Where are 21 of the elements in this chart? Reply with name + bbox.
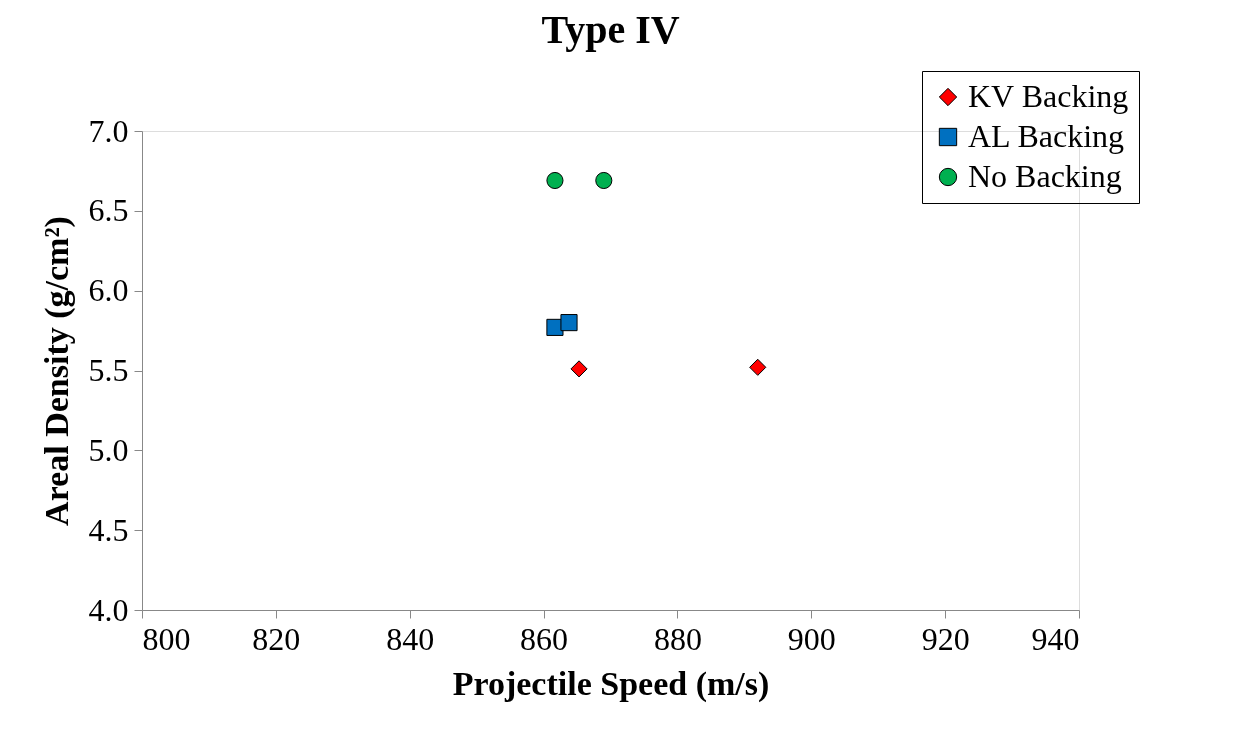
legend-label: KV Backing — [968, 78, 1129, 114]
x-tick-label: 920 — [921, 620, 970, 657]
legend-label: No Backing — [968, 158, 1122, 194]
y-tick-label: 6.0 — [88, 272, 129, 309]
y-tick-label: 5.0 — [88, 431, 129, 468]
x-axis-title: Projectile Speed (m/s) — [452, 664, 770, 703]
y-tick-label: 4.5 — [88, 511, 129, 548]
legend-label: AL Backing — [968, 118, 1125, 154]
x-tick-label: 880 — [653, 620, 702, 657]
y-tick-label: 5.5 — [88, 352, 129, 388]
y-tick-label: 6.5 — [88, 192, 129, 229]
x-tick-label: 900 — [787, 620, 836, 657]
x-tick-label: 840 — [386, 620, 435, 657]
x-tick-label: 820 — [252, 620, 301, 657]
x-tick-label: 860 — [520, 620, 569, 657]
y-axis-title: Areal Density (g/cm²) — [37, 216, 76, 526]
x-tick-label: 940 — [1031, 620, 1080, 657]
y-tick-label: 4.0 — [88, 591, 129, 628]
x-tick-label: 800 — [142, 620, 191, 657]
y-tick-label: 7.0 — [88, 112, 129, 149]
chart-title: Type IV — [541, 6, 680, 52]
